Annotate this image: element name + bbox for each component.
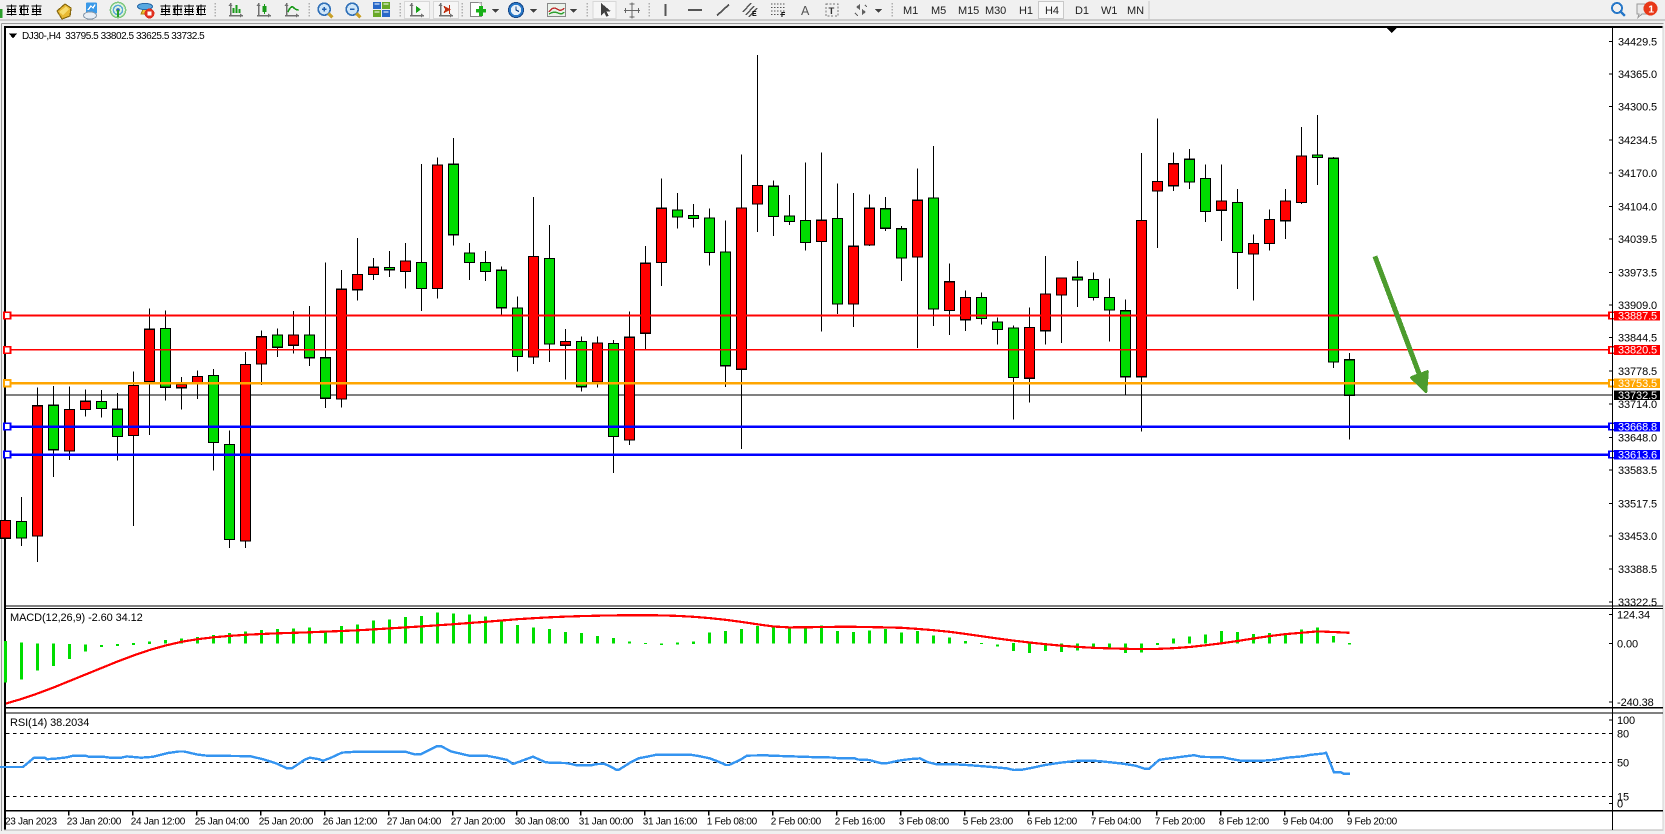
svg-text:M5: M5 <box>931 5 946 17</box>
svg-text:34365.0: 34365.0 <box>1618 69 1657 81</box>
svg-text:34039.5: 34039.5 <box>1618 234 1657 246</box>
svg-text:34429.5: 34429.5 <box>1618 36 1657 48</box>
svg-text:9 Feb 20:00: 9 Feb 20:00 <box>1347 817 1398 828</box>
svg-text:25 Jan 20:00: 25 Jan 20:00 <box>259 817 314 828</box>
svg-text:-240.38: -240.38 <box>1617 697 1654 709</box>
svg-text:33844.5: 33844.5 <box>1618 333 1657 345</box>
svg-text:8 Feb 12:00: 8 Feb 12:00 <box>1219 817 1270 828</box>
svg-text:0: 0 <box>1617 799 1623 811</box>
svg-text:23 Jan 2023: 23 Jan 2023 <box>5 817 57 828</box>
svg-text:33648.0: 33648.0 <box>1618 432 1657 444</box>
svg-text:3 Feb 08:00: 3 Feb 08:00 <box>899 817 950 828</box>
svg-text:33753.5: 33753.5 <box>1618 378 1657 390</box>
svg-text:MN: MN <box>1127 5 1144 17</box>
svg-text:15: 15 <box>1617 792 1629 804</box>
svg-text:7 Feb 04:00: 7 Feb 04:00 <box>1091 817 1142 828</box>
svg-text:31 Jan 00:00: 31 Jan 00:00 <box>579 817 634 828</box>
svg-text:1 Feb 08:00: 1 Feb 08:00 <box>707 817 758 828</box>
svg-text:33322.5: 33322.5 <box>1618 597 1657 609</box>
svg-text:50: 50 <box>1617 758 1629 770</box>
svg-text:1: 1 <box>1648 4 1654 16</box>
svg-text:33973.5: 33973.5 <box>1618 267 1657 279</box>
svg-text:27 Jan 04:00: 27 Jan 04:00 <box>387 817 442 828</box>
svg-text:MACD(12,26,9) -2.60 34.12: MACD(12,26,9) -2.60 34.12 <box>10 612 143 624</box>
svg-text:33820.5: 33820.5 <box>1618 345 1657 357</box>
svg-text:34104.0: 34104.0 <box>1618 201 1657 213</box>
svg-text:24 Jan 12:00: 24 Jan 12:00 <box>131 817 186 828</box>
svg-text:M15: M15 <box>958 5 979 17</box>
svg-text:34234.5: 34234.5 <box>1618 135 1657 147</box>
svg-text:23 Jan 20:00: 23 Jan 20:00 <box>67 817 122 828</box>
svg-text:30 Jan 08:00: 30 Jan 08:00 <box>515 817 570 828</box>
svg-text:6 Feb 12:00: 6 Feb 12:00 <box>1027 817 1078 828</box>
svg-text:33778.5: 33778.5 <box>1618 366 1657 378</box>
svg-text:DJ30-,H4 33795.5 33802.5 3362: DJ30-,H4 33795.5 33802.5 33625.5 33732.5 <box>22 31 205 42</box>
svg-text:33714.0: 33714.0 <box>1618 399 1657 411</box>
svg-text:33732.5: 33732.5 <box>1618 390 1657 402</box>
svg-text:D1: D1 <box>1075 5 1089 17</box>
svg-text:W1: W1 <box>1101 5 1117 17</box>
svg-text:H4: H4 <box>1045 5 1059 17</box>
svg-text:31 Jan 16:00: 31 Jan 16:00 <box>643 817 698 828</box>
svg-text:25 Jan 04:00: 25 Jan 04:00 <box>195 817 250 828</box>
svg-text:33388.5: 33388.5 <box>1618 564 1657 576</box>
svg-text:2 Feb 00:00: 2 Feb 00:00 <box>771 817 822 828</box>
svg-text:E: E <box>752 11 757 18</box>
svg-text:RSI(14) 38.2034: RSI(14) 38.2034 <box>10 717 89 729</box>
svg-text:0.00: 0.00 <box>1617 639 1638 651</box>
svg-text:7 Feb 20:00: 7 Feb 20:00 <box>1155 817 1206 828</box>
svg-text:33453.0: 33453.0 <box>1618 531 1657 543</box>
svg-text:T: T <box>829 6 835 17</box>
svg-text:26 Jan 12:00: 26 Jan 12:00 <box>323 817 378 828</box>
svg-text:33887.5: 33887.5 <box>1618 311 1657 323</box>
svg-text:A: A <box>801 4 810 18</box>
svg-text:9 Feb 04:00: 9 Feb 04:00 <box>1283 817 1334 828</box>
svg-text:33668.8: 33668.8 <box>1618 422 1657 434</box>
svg-text:33517.5: 33517.5 <box>1618 499 1657 511</box>
svg-text:F: F <box>781 12 786 19</box>
svg-text:5 Feb 23:00: 5 Feb 23:00 <box>963 817 1014 828</box>
svg-text:124.34: 124.34 <box>1617 609 1650 621</box>
svg-text:H1: H1 <box>1019 5 1033 17</box>
svg-text:27 Jan 20:00: 27 Jan 20:00 <box>451 817 506 828</box>
svg-text:M1: M1 <box>903 5 918 17</box>
svg-text:M30: M30 <box>985 5 1006 17</box>
svg-text:34170.0: 34170.0 <box>1618 168 1657 180</box>
svg-text:34300.5: 34300.5 <box>1618 102 1657 114</box>
svg-text:80: 80 <box>1617 728 1629 740</box>
svg-text:2 Feb 16:00: 2 Feb 16:00 <box>835 817 886 828</box>
svg-text:100: 100 <box>1617 715 1635 727</box>
svg-text:33909.0: 33909.0 <box>1618 300 1657 312</box>
svg-text:33613.6: 33613.6 <box>1618 450 1657 462</box>
svg-text:33583.5: 33583.5 <box>1618 465 1657 477</box>
